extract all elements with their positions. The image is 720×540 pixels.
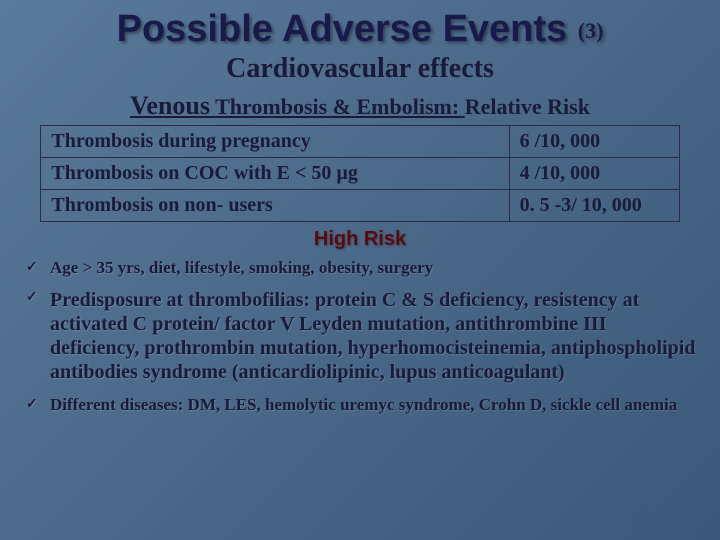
title-main: Possible Adverse Events bbox=[117, 8, 568, 50]
bullet-list: Age > 35 yrs, diet, lifestyle, smoking, … bbox=[20, 257, 700, 416]
high-risk-heading: High Risk bbox=[20, 228, 700, 251]
table-cell-value: 6 /10, 000 bbox=[509, 126, 679, 158]
list-item: Predisposure at thrombofilias: protein C… bbox=[26, 288, 700, 384]
section-tail: Relative Risk bbox=[465, 94, 590, 119]
section-header: Venous Thrombosis & Embolism: Relative R… bbox=[20, 91, 700, 121]
table-row: Thrombosis during pregnancy 6 /10, 000 bbox=[41, 126, 679, 158]
risk-table: Thrombosis during pregnancy 6 /10, 000 T… bbox=[40, 125, 679, 222]
list-item: Different diseases: DM, LES, hemolytic u… bbox=[26, 394, 700, 415]
slide-title: Possible Adverse Events (3) bbox=[20, 8, 700, 51]
table-cell-label: Thrombosis on non- users bbox=[41, 190, 509, 222]
slide-subtitle: Cardiovascular effects bbox=[20, 53, 700, 85]
table-cell-value: 0. 5 -3/ 10, 000 bbox=[509, 190, 679, 222]
title-number: (3) bbox=[578, 18, 604, 43]
table-cell-label: Thrombosis on COC with E < 50 µg bbox=[41, 158, 509, 190]
table-cell-value: 4 /10, 000 bbox=[509, 158, 679, 190]
section-rest: Thrombosis & Embolism: bbox=[215, 94, 459, 119]
slide-container: Possible Adverse Events (3) Cardiovascul… bbox=[0, 0, 720, 540]
venous-label: Venous bbox=[130, 91, 210, 120]
table-row: Thrombosis on non- users 0. 5 -3/ 10, 00… bbox=[41, 190, 679, 222]
list-item: Age > 35 yrs, diet, lifestyle, smoking, … bbox=[26, 257, 700, 278]
table-row: Thrombosis on COC with E < 50 µg 4 /10, … bbox=[41, 158, 679, 190]
table-cell-label: Thrombosis during pregnancy bbox=[41, 126, 509, 158]
